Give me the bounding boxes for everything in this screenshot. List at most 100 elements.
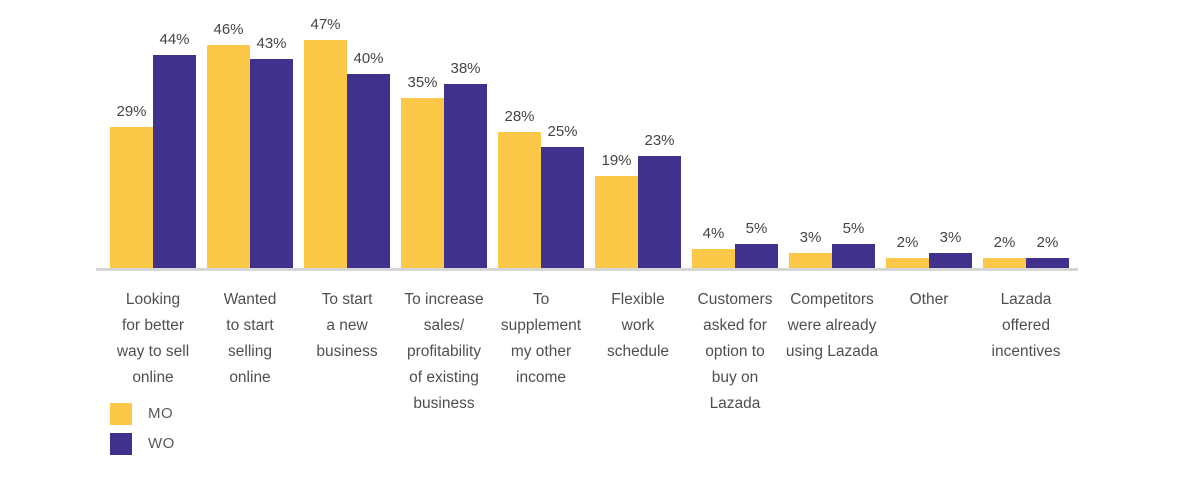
bar-column-mo: 3% (789, 229, 832, 268)
bar-column-wo: 44% (153, 31, 196, 268)
legend-label-wo: WO (148, 435, 175, 452)
legend-label-mo: MO (148, 405, 174, 422)
value-label-mo: 2% (896, 234, 919, 252)
value-label-mo: 29% (116, 103, 147, 121)
bar-wo (735, 243, 778, 268)
legend-swatch-mo-icon (110, 402, 132, 425)
bar-mo (401, 98, 444, 268)
bar-column-wo: 5% (832, 220, 875, 268)
value-label-wo: 40% (353, 50, 384, 67)
bar-column-wo: 43% (250, 35, 293, 268)
legend-item-wo: WO (110, 432, 175, 455)
bar-mo (789, 253, 832, 268)
category-labels: Looking for better way to sell online Wan… (96, 287, 1078, 427)
bar-group: 2% 2% (983, 234, 1069, 268)
bar-mo (207, 44, 250, 268)
bar-column-mo: 47% (304, 16, 347, 268)
category-label: To start a new business (316, 291, 378, 360)
bar-group: 46% 43% (207, 21, 293, 268)
value-label-mo: 4% (702, 224, 725, 242)
value-label-mo: 35% (407, 74, 438, 92)
bar-column-wo: 23% (638, 132, 681, 268)
category-label: Looking for better way to sell online (116, 291, 190, 386)
bar-mo (983, 258, 1026, 268)
category-label: To supplement my other income (500, 291, 582, 386)
category-cell: Lazada offered incentives (983, 287, 1069, 427)
legend-swatch-wo-icon (110, 432, 132, 455)
value-label-wo: 5% (842, 219, 865, 237)
value-label-wo: 43% (256, 35, 287, 53)
value-label-mo: 19% (601, 151, 632, 169)
bar-column-mo: 4% (692, 225, 735, 268)
bar-column-mo: 2% (886, 234, 929, 268)
category-cell: Other (886, 287, 972, 427)
category-cell: Flexible work schedule (595, 287, 681, 427)
bar-column-wo: 38% (444, 60, 487, 268)
bar-wo (153, 54, 196, 268)
bar-wo (638, 156, 681, 268)
category-cell: Customers asked for option to buy on Laz… (692, 287, 778, 427)
category-label: Competitors were already using Lazada (785, 291, 879, 360)
category-label: Customers asked for option to buy on Laz… (697, 291, 773, 412)
bar-wo (250, 59, 293, 268)
bar-column-mo: 29% (110, 103, 153, 268)
category-label: To increase sales/ profitability of exis… (404, 291, 484, 412)
value-label-wo: 3% (939, 229, 962, 247)
bar-wo (1026, 258, 1069, 268)
bar-column-mo: 2% (983, 234, 1026, 268)
bar-group: 3% 5% (789, 220, 875, 268)
bar-wo (347, 74, 390, 268)
value-label-wo: 2% (1036, 234, 1059, 252)
bar-group: 19% 23% (595, 132, 681, 268)
bar-column-mo: 28% (498, 108, 541, 268)
value-label-wo: 38% (450, 59, 481, 77)
bar-mo (304, 40, 347, 268)
category-label: Wanted to start selling online (223, 291, 277, 386)
plot-area: 29% 44% 46% 43% 47% 40% 35% 38% 28% 25% 19% 23% 4% 5%… (96, 0, 1078, 271)
category-cell: To increase sales/ profitability of exis… (401, 287, 487, 427)
category-label: Lazada offered incentives (991, 291, 1061, 360)
bar-group: 35% 38% (401, 60, 487, 268)
bar-mo (595, 175, 638, 268)
bar-column-mo: 19% (595, 152, 638, 268)
bar-column-wo: 3% (929, 229, 972, 268)
bar-column-wo: 5% (735, 220, 778, 268)
bar-mo (886, 258, 929, 268)
value-label-mo: 2% (993, 234, 1016, 252)
category-label: Flexible work schedule (606, 291, 670, 360)
bar-mo (110, 127, 153, 268)
bar-group: 2% 3% (886, 229, 972, 268)
value-label-mo: 46% (213, 20, 244, 38)
bar-mo (498, 132, 541, 268)
category-cell: To supplement my other income (498, 287, 584, 427)
legend-item-mo: MO (110, 402, 175, 425)
bar-mo (692, 248, 735, 268)
category-cell: Competitors were already using Lazada (786, 287, 878, 427)
value-label-wo: 5% (745, 219, 768, 237)
bar-column-wo: 40% (347, 50, 390, 268)
legend: MO WO (110, 402, 175, 455)
bar-wo (444, 83, 487, 268)
bar-group: 29% 44% (110, 31, 196, 268)
value-label-mo: 47% (310, 16, 341, 34)
bar-column-mo: 46% (207, 21, 250, 268)
value-label-mo: 3% (799, 229, 822, 247)
bar-wo (929, 253, 972, 268)
bar-wo (541, 146, 584, 268)
category-cell: Wanted to start selling online (207, 287, 293, 427)
bar-group: 47% 40% (304, 16, 390, 268)
value-label-wo: 25% (547, 122, 578, 140)
category-cell: To start a new business (304, 287, 390, 427)
bar-group: 4% 5% (692, 220, 778, 268)
value-label-mo: 28% (504, 108, 535, 126)
bar-column-wo: 25% (541, 123, 584, 268)
bar-group: 28% 25% (498, 108, 584, 268)
bar-column-wo: 2% (1026, 234, 1069, 268)
value-label-wo: 44% (159, 30, 190, 48)
bar-wo (832, 243, 875, 268)
category-label: Other (909, 291, 949, 308)
value-label-wo: 23% (644, 132, 675, 150)
bar-column-mo: 35% (401, 74, 444, 268)
category-cell: Looking for better way to sell online (110, 287, 196, 427)
